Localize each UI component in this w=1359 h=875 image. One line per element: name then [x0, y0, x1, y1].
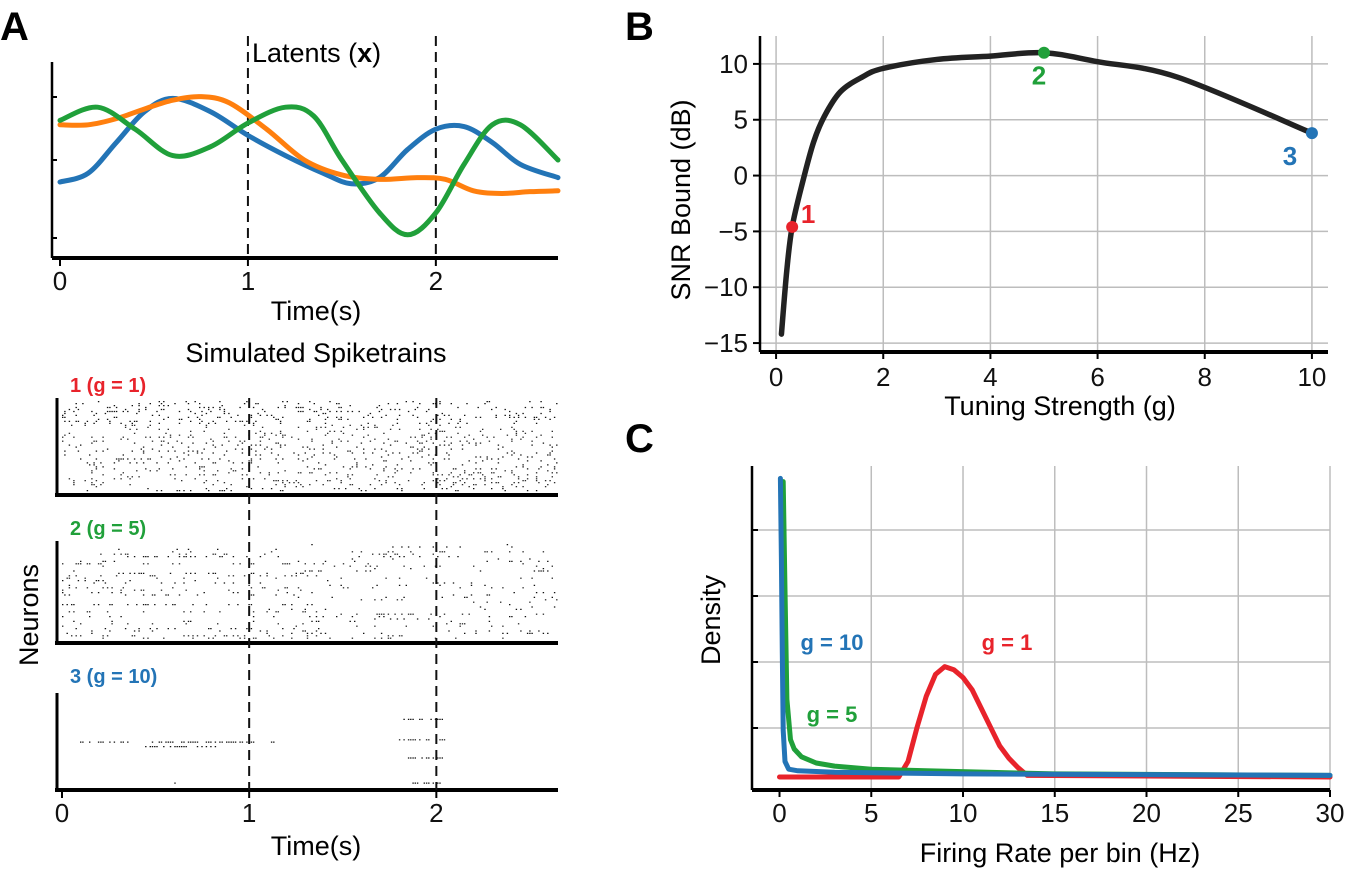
density-ylabel: Density: [696, 574, 726, 665]
latents-title-suffix: ): [372, 38, 381, 68]
density-label-g5: g = 5: [807, 702, 858, 727]
raster-label-3: 3 (g = 10): [70, 666, 157, 688]
snr-point-2: [1038, 46, 1050, 59]
snr-ylabel: SNR Bound (dB): [666, 99, 696, 300]
panel-label-c: C: [625, 417, 654, 461]
snr-point-label-1: 1: [801, 199, 815, 229]
density-xtick-label: 20: [1132, 798, 1161, 828]
snr-xtick-label: 4: [983, 362, 997, 392]
density-xtick-label: 5: [864, 798, 878, 828]
snr-chart: Tuning Strength (g) SNR Bound (dB) 0 2 4 6 8…: [666, 36, 1328, 421]
density-xtick-label: 0: [772, 798, 786, 828]
density-xtick-label: 10: [949, 798, 978, 828]
raster-xtick-label: 1: [242, 798, 256, 828]
snr-ytick-label: 10: [719, 49, 748, 79]
snr-xlabel: Tuning Strength (g): [944, 391, 1176, 421]
latents-xtick-label: 0: [53, 266, 67, 296]
density-line-g10: [777, 475, 1333, 778]
spiketrain-xlabel: Time(s): [271, 831, 361, 861]
snr-ytick-label: −15: [704, 328, 748, 358]
snr-ytick-label: 5: [734, 105, 748, 135]
density-xtick-label: 15: [1040, 798, 1069, 828]
latents-title-prefix: Latents (: [252, 38, 357, 68]
panel-label-b: B: [625, 5, 654, 49]
latents-xtick-label: 1: [241, 266, 255, 296]
density-line-g1: [777, 664, 1333, 780]
raster-label-2: 2 (g = 5): [70, 518, 146, 540]
latent-line-orange: [57, 94, 561, 196]
density-line-g5: [780, 479, 1333, 778]
density-xlabel: Firing Rate per bin (Hz): [920, 838, 1201, 868]
snr-point-1: [786, 220, 799, 233]
snr-point-3: [1305, 127, 1318, 140]
spiketrain-title: Simulated Spiketrains: [185, 338, 446, 368]
raster-2: [55, 541, 558, 645]
snr-xtick-label: 6: [1090, 362, 1104, 392]
density-label-g10: g = 10: [801, 630, 864, 655]
raster-xtick-label: 2: [429, 798, 443, 828]
density-label-g1: g = 1: [982, 630, 1033, 655]
latents-title-bold: x: [357, 38, 372, 68]
latents-xlabel: Time(s): [271, 296, 361, 326]
snr-xtick-label: 0: [769, 362, 783, 392]
snr-ytick-label: −10: [704, 272, 748, 302]
spikes-3: [80, 718, 446, 784]
raster-3: [55, 693, 558, 792]
density-xtick-label: 30: [1316, 798, 1345, 828]
snr-xtick-label: 10: [1297, 362, 1326, 392]
snr-point-label-2: 2: [1032, 61, 1046, 91]
snr-line: [778, 49, 1315, 337]
density-chart: Firing Rate per bin (Hz) Density 0 5 10 15 2…: [696, 466, 1344, 868]
latent-line-blue: [57, 95, 561, 187]
latents-chart: Latents (x) Time(s) 0 1 2: [50, 36, 561, 326]
spikes-2: [62, 544, 558, 639]
raster-label-1: 1 (g = 1): [70, 375, 146, 397]
latents-title: Latents (x): [252, 38, 381, 68]
raster-1: [55, 398, 558, 497]
spikes-1: [62, 401, 558, 492]
snr-point-label-3: 3: [1283, 141, 1297, 171]
latent-line-green: [57, 104, 561, 238]
snr-xtick-label: 8: [1198, 362, 1212, 392]
density-xtick-label: 25: [1224, 798, 1253, 828]
snr-ytick-label: −5: [718, 216, 748, 246]
panel-label-a: A: [0, 5, 29, 49]
spiketrain-ylabel: Neurons: [14, 564, 44, 666]
snr-xtick-label: 2: [876, 362, 890, 392]
raster-xtick-label: 0: [55, 798, 69, 828]
spiketrain-chart: Simulated Spiketrains Time(s) Neurons 1 …: [14, 338, 558, 861]
latents-xtick-label: 2: [429, 266, 443, 296]
snr-ytick-label: 0: [734, 161, 748, 191]
